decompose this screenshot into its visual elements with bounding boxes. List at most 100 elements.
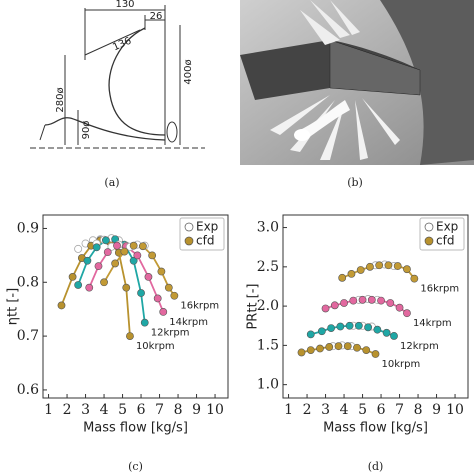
speed-label: 10krpm	[382, 359, 421, 370]
y-tick-label: 2.0	[257, 298, 279, 314]
caption: (a)	[104, 176, 119, 189]
cfd-point	[144, 272, 153, 281]
cfd-point	[129, 241, 138, 250]
cfd-point	[371, 350, 380, 358]
speed-label: 12krpm	[151, 328, 190, 339]
cfd-point	[316, 344, 324, 353]
speed-label: 10krpm	[136, 341, 175, 352]
exp-point	[74, 244, 83, 253]
x-axis-label: Mass flow [kg/s]	[83, 421, 188, 436]
impeller-render	[240, 0, 474, 165]
x-tick-label: 8	[174, 402, 183, 418]
cfd-point	[410, 274, 419, 283]
dimension-label: 90ø	[81, 121, 92, 140]
x-tick-label: 6	[377, 402, 386, 418]
cfd-point	[159, 307, 168, 316]
x-tick-label: 9	[432, 402, 441, 418]
x-tick-label: 8	[414, 402, 423, 418]
x-tick-label: 10	[446, 402, 464, 418]
legend-label: cfd	[196, 234, 214, 248]
legend-label: Exp	[436, 220, 458, 234]
cfd-point	[327, 324, 335, 332]
speed-label: 14krpm	[413, 318, 452, 329]
x-tick-label: 7	[395, 402, 404, 418]
speed-label: 12krpm	[400, 341, 439, 352]
cfd-point	[336, 322, 345, 331]
cfd-point	[403, 265, 411, 274]
geometry-sketch	[30, 5, 205, 149]
cfd-point	[338, 273, 347, 282]
y-tick-label: 0.6	[17, 382, 39, 398]
cfd-point	[382, 328, 391, 337]
cfd-point	[354, 321, 363, 330]
cfd-point	[111, 259, 120, 268]
plot-frame	[42, 214, 229, 399]
cfd-point	[122, 283, 131, 292]
x-tick-label: 5	[118, 402, 127, 418]
x-tick-label: 2	[303, 402, 312, 418]
legend-marker	[424, 236, 434, 246]
cfd-point	[393, 262, 402, 270]
cfd-point	[138, 242, 147, 251]
cfd-point	[153, 294, 162, 303]
y-tick-label: 1.0	[257, 377, 279, 393]
x-tick-label: 3	[321, 402, 330, 418]
speed-label: 14krpm	[169, 317, 208, 328]
cfd-point	[57, 301, 66, 310]
dimension-label: 130	[115, 0, 134, 10]
cfd-point	[390, 332, 398, 340]
cfd-point	[366, 262, 374, 271]
x-tick-label: 9	[192, 402, 201, 418]
y-tick-label: 0.8	[17, 274, 39, 290]
y-tick-label: 3.0	[257, 220, 279, 236]
y-tick-label: 1.5	[257, 337, 279, 353]
cfd-point	[395, 303, 404, 312]
y-axis-label: ηtt [-]	[6, 288, 21, 325]
cfd-point	[325, 343, 334, 351]
cfd-point	[113, 241, 121, 250]
cfd-point	[403, 309, 411, 318]
x-tick-label: 3	[81, 402, 90, 418]
x-tick-label: 1	[44, 402, 53, 418]
x-tick-label: 4	[100, 402, 109, 418]
caption: (d)	[368, 460, 384, 473]
x-tick-label: 5	[358, 402, 367, 418]
cfd-point	[306, 330, 315, 339]
cfd-point	[358, 295, 367, 304]
cfd-point	[126, 332, 134, 341]
cfd-point	[367, 295, 376, 304]
cfd-point	[362, 346, 371, 354]
dimension-label: 400ø	[183, 59, 194, 84]
cfd-point	[373, 325, 382, 334]
x-tick-label: 6	[137, 402, 146, 418]
x-tick-label: 7	[155, 402, 164, 418]
cfd-point	[94, 262, 103, 271]
cfd-point	[297, 348, 306, 357]
caption: (b)	[347, 176, 363, 189]
cfd-point	[140, 318, 149, 327]
cfd-point	[349, 296, 358, 305]
x-tick-label: 10	[206, 402, 224, 418]
cfd-point	[100, 278, 108, 287]
y-tick-label: 0.7	[17, 328, 39, 344]
cfd-point	[321, 304, 330, 313]
speed-label: 16krpm	[420, 284, 459, 295]
cfd-point	[377, 296, 385, 305]
cfd-point	[345, 321, 354, 330]
cfd-point	[386, 299, 395, 307]
cfd-point	[353, 343, 361, 352]
cfd-point	[364, 323, 372, 332]
x-tick-label: 1	[284, 402, 293, 418]
cfd-point	[148, 251, 157, 260]
cfd-point	[170, 291, 179, 300]
cfd-point	[317, 327, 326, 336]
cfd-point	[375, 261, 384, 270]
dimension-label: 280ø	[55, 87, 66, 112]
cfd-point	[83, 256, 92, 265]
cfd-point	[137, 289, 145, 297]
cfd-point	[164, 283, 173, 292]
caption: (c)	[128, 460, 143, 473]
cfd-point	[74, 281, 83, 289]
y-tick-label: 2.5	[257, 259, 279, 275]
